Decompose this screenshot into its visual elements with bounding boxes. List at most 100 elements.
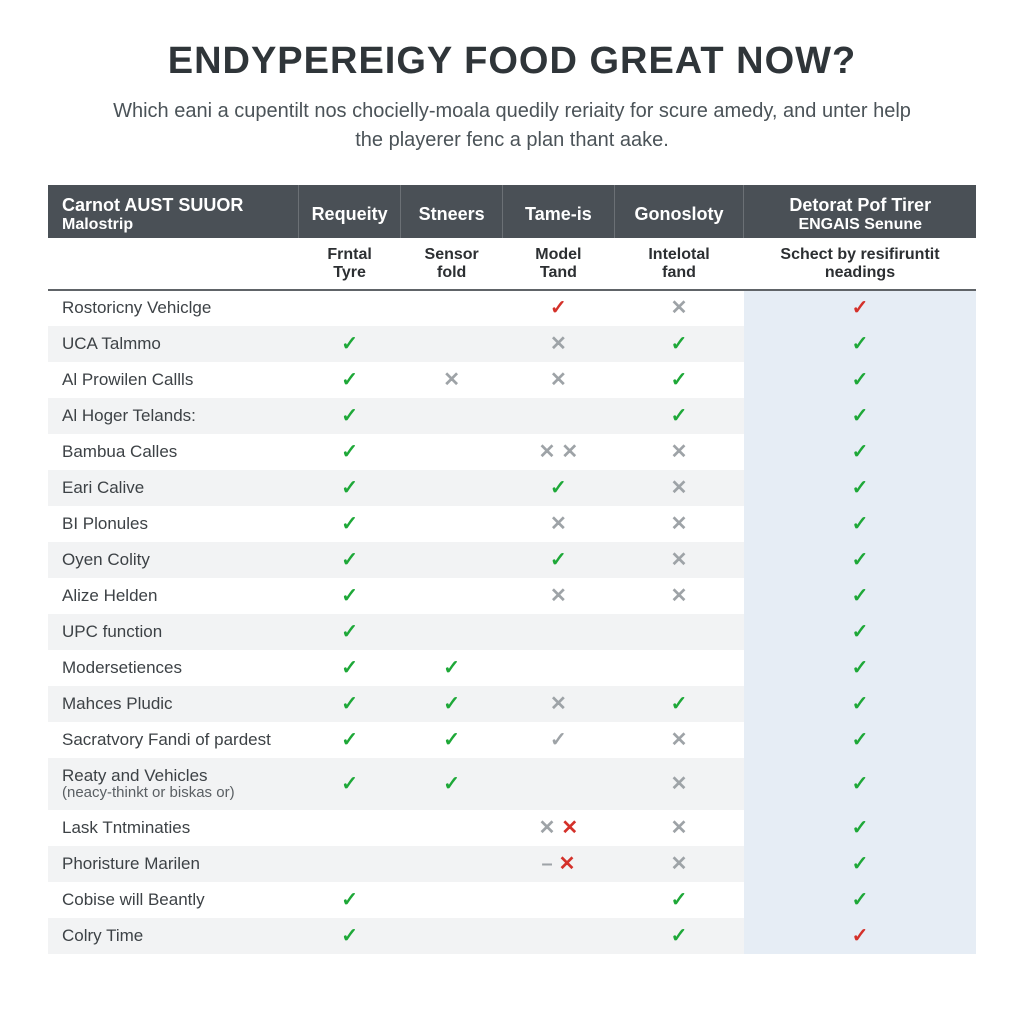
header-sub-5: Schect by resifiruntitneadings [744, 238, 976, 290]
table-row: Al Hoger Telands: [48, 398, 976, 434]
check-icon [852, 478, 869, 498]
cell [503, 506, 614, 542]
x-icon [671, 478, 688, 498]
x-icon [561, 818, 578, 838]
row-label: Cobise will Beantly [48, 882, 299, 918]
table-row: UCA Talmmo [48, 326, 976, 362]
check-icon [671, 406, 688, 426]
x-icon [671, 442, 688, 462]
check-icon [341, 926, 358, 946]
check-icon [852, 890, 869, 910]
header-sub-1: FrntalTyre [299, 238, 401, 290]
header-group-5: Detorat Pof Tirer ENGAIS Senune [744, 185, 976, 238]
table-row: Reaty and Vehicles(neacy-thinkt or biska… [48, 758, 976, 810]
check-icon [852, 694, 869, 714]
header-group-4: Gonosloty [614, 185, 744, 238]
check-icon [341, 514, 358, 534]
check-icon [341, 586, 358, 606]
check-icon [443, 774, 460, 794]
cell [503, 758, 614, 810]
cell [614, 882, 744, 918]
cell [614, 542, 744, 578]
x-icon [671, 730, 688, 750]
page-title: ENDYPEREIGY FOOD GREAT NOW? [48, 40, 976, 83]
cell [401, 434, 503, 470]
cell [614, 434, 744, 470]
cell [503, 326, 614, 362]
cell [299, 686, 401, 722]
cell [299, 362, 401, 398]
row-label: Bambua Calles [48, 434, 299, 470]
cell [503, 686, 614, 722]
table-row: Bambua Calles [48, 434, 976, 470]
cell [503, 362, 614, 398]
x-icon [559, 854, 576, 874]
cell [744, 542, 976, 578]
cell [299, 614, 401, 650]
check-icon [341, 406, 358, 426]
cell [401, 470, 503, 506]
cell [299, 506, 401, 542]
header-sub-4: Intelotalfand [614, 238, 744, 290]
cell [744, 362, 976, 398]
cell [299, 810, 401, 846]
check-icon [341, 658, 358, 678]
check-icon [341, 890, 358, 910]
row-label: UCA Talmmo [48, 326, 299, 362]
cell [401, 578, 503, 614]
x-icon [671, 586, 688, 606]
check-icon [852, 514, 869, 534]
cell [503, 722, 614, 758]
page-subtitle: Which eani a cupentilt nos chocielly-moa… [112, 97, 912, 155]
x-icon [671, 774, 688, 794]
check-icon [443, 730, 460, 750]
table-body: Rostoricny VehiclgeUCA TalmmoAl Prowilen… [48, 290, 976, 954]
check-icon [852, 818, 869, 838]
cell [503, 578, 614, 614]
cell [744, 434, 976, 470]
check-icon [852, 854, 869, 874]
cell [503, 398, 614, 434]
cell [614, 470, 744, 506]
check-icon [852, 774, 869, 794]
table-row: Mahces Pludic [48, 686, 976, 722]
x-icon [443, 370, 460, 390]
cell [744, 326, 976, 362]
cell [299, 758, 401, 810]
cell [299, 326, 401, 362]
cell [401, 290, 503, 326]
cell [401, 542, 503, 578]
cell [299, 722, 401, 758]
x-icon [561, 442, 578, 462]
cell [744, 722, 976, 758]
cell [503, 650, 614, 686]
row-label: Rostoricny Vehiclge [48, 290, 299, 326]
check-icon [550, 550, 567, 570]
cell [744, 810, 976, 846]
cell [503, 846, 614, 882]
check-icon [852, 442, 869, 462]
header-sub-3: ModelTand [503, 238, 614, 290]
cell [744, 470, 976, 506]
check-icon [852, 550, 869, 570]
cell [299, 434, 401, 470]
row-label: Alize Helden [48, 578, 299, 614]
cell [614, 758, 744, 810]
check-icon [341, 478, 358, 498]
cell [401, 362, 503, 398]
check-icon [852, 586, 869, 606]
check-icon [341, 774, 358, 794]
table-row: Cobise will Beantly [48, 882, 976, 918]
row-label: Modersetiences [48, 650, 299, 686]
header-sub-2: Sensorfold [401, 238, 503, 290]
cell [614, 290, 744, 326]
cell [744, 650, 976, 686]
row-label: Al Hoger Telands: [48, 398, 299, 434]
header-group-3: Tame-is [503, 185, 614, 238]
cell [614, 810, 744, 846]
cell [614, 918, 744, 954]
cell [401, 650, 503, 686]
x-icon [539, 818, 556, 838]
table-row: Rostoricny Vehiclge [48, 290, 976, 326]
x-icon [550, 334, 567, 354]
